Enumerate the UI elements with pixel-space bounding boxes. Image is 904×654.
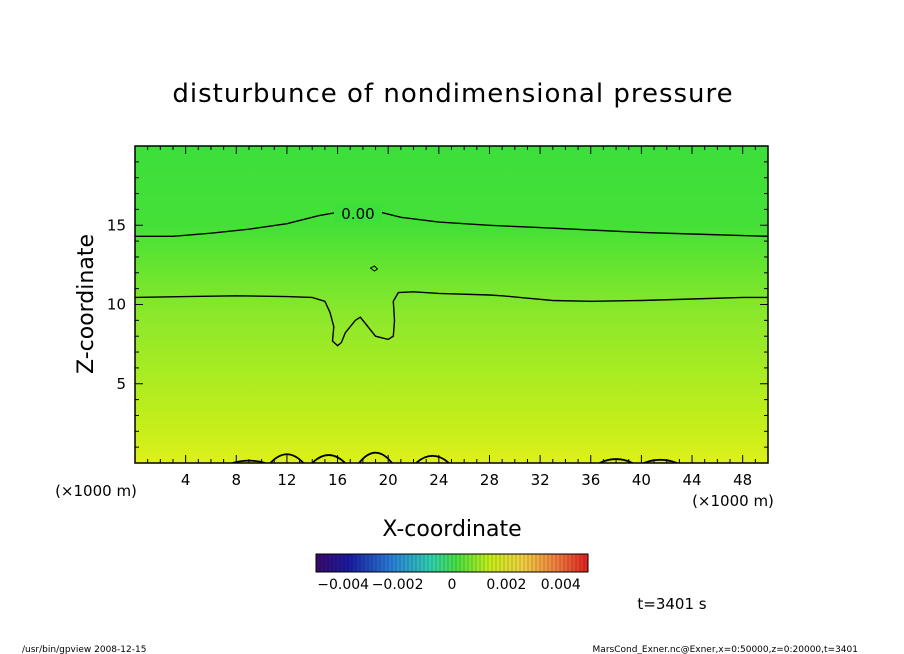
x-tick-label: 40 <box>632 471 651 489</box>
time-label: t=3401 s <box>637 595 706 613</box>
x-tick-label: 28 <box>480 471 499 489</box>
colorbar-tick-label: 0 <box>448 577 457 593</box>
footer-left: /usr/bin/gpview 2008-12-15 <box>22 645 146 654</box>
colorbar: −0.004 −0.002 0 0.002 0.004 <box>315 553 589 593</box>
x-tick-label: 24 <box>429 471 448 489</box>
contour-label-bg <box>334 204 382 222</box>
contour-line <box>135 291 768 347</box>
x-tick-label: 4 <box>181 471 191 489</box>
x-tick-label: 12 <box>277 471 296 489</box>
contour-label: 0.00 <box>341 205 374 223</box>
x-tick-label: 36 <box>581 471 600 489</box>
y-axis-ticks: 5 10 15 <box>107 161 768 448</box>
contour-surface-bump <box>311 454 346 463</box>
colorbar-tick-labels: −0.004 −0.002 0 0.002 0.004 <box>317 577 581 593</box>
colorbar-gradient <box>316 554 588 572</box>
y-tick-label: 10 <box>107 296 126 314</box>
footer-right: MarsCond_Exner.nc@Exner,x=0:50000,z=0:20… <box>593 645 858 654</box>
chart-title: disturbunce of nondimensional pressure <box>172 79 733 109</box>
y-tick-label: 5 <box>116 375 126 393</box>
x-tick-label: 44 <box>682 471 701 489</box>
contour-line <box>381 211 768 237</box>
x-unit-left: (×1000 m) <box>55 482 137 500</box>
colorbar-tick-label: 0.004 <box>541 577 581 593</box>
contour-surface-bump <box>269 453 305 463</box>
x-tick-label: 8 <box>232 471 242 489</box>
colorbar-frame <box>315 553 589 573</box>
colorbar-tick-label: 0.002 <box>486 577 526 593</box>
y-tick-label: 15 <box>107 216 126 234</box>
x-tick-label: 48 <box>733 471 752 489</box>
x-unit-right: (×1000 m) <box>692 492 774 510</box>
x-tick-label: 32 <box>531 471 550 489</box>
contour-line <box>135 211 338 237</box>
contour-small-loop <box>369 265 379 272</box>
field-fill <box>135 146 768 463</box>
x-tick-label: 20 <box>379 471 398 489</box>
y-axis-label: Z-coordinate <box>74 234 99 374</box>
colorbar-stripes <box>319 554 585 572</box>
x-axis-ticks: 4 8 12 16 20 24 28 32 36 40 44 48 <box>147 146 756 489</box>
contour-surface-bump <box>358 451 393 463</box>
colorbar-tick-label: −0.002 <box>372 577 424 593</box>
x-axis-label: X-coordinate <box>382 517 521 542</box>
x-tick-label: 16 <box>328 471 347 489</box>
contour-surface-bump <box>415 454 450 463</box>
colorbar-tick-label: −0.004 <box>317 577 369 593</box>
contour-surface-bump <box>643 458 678 463</box>
